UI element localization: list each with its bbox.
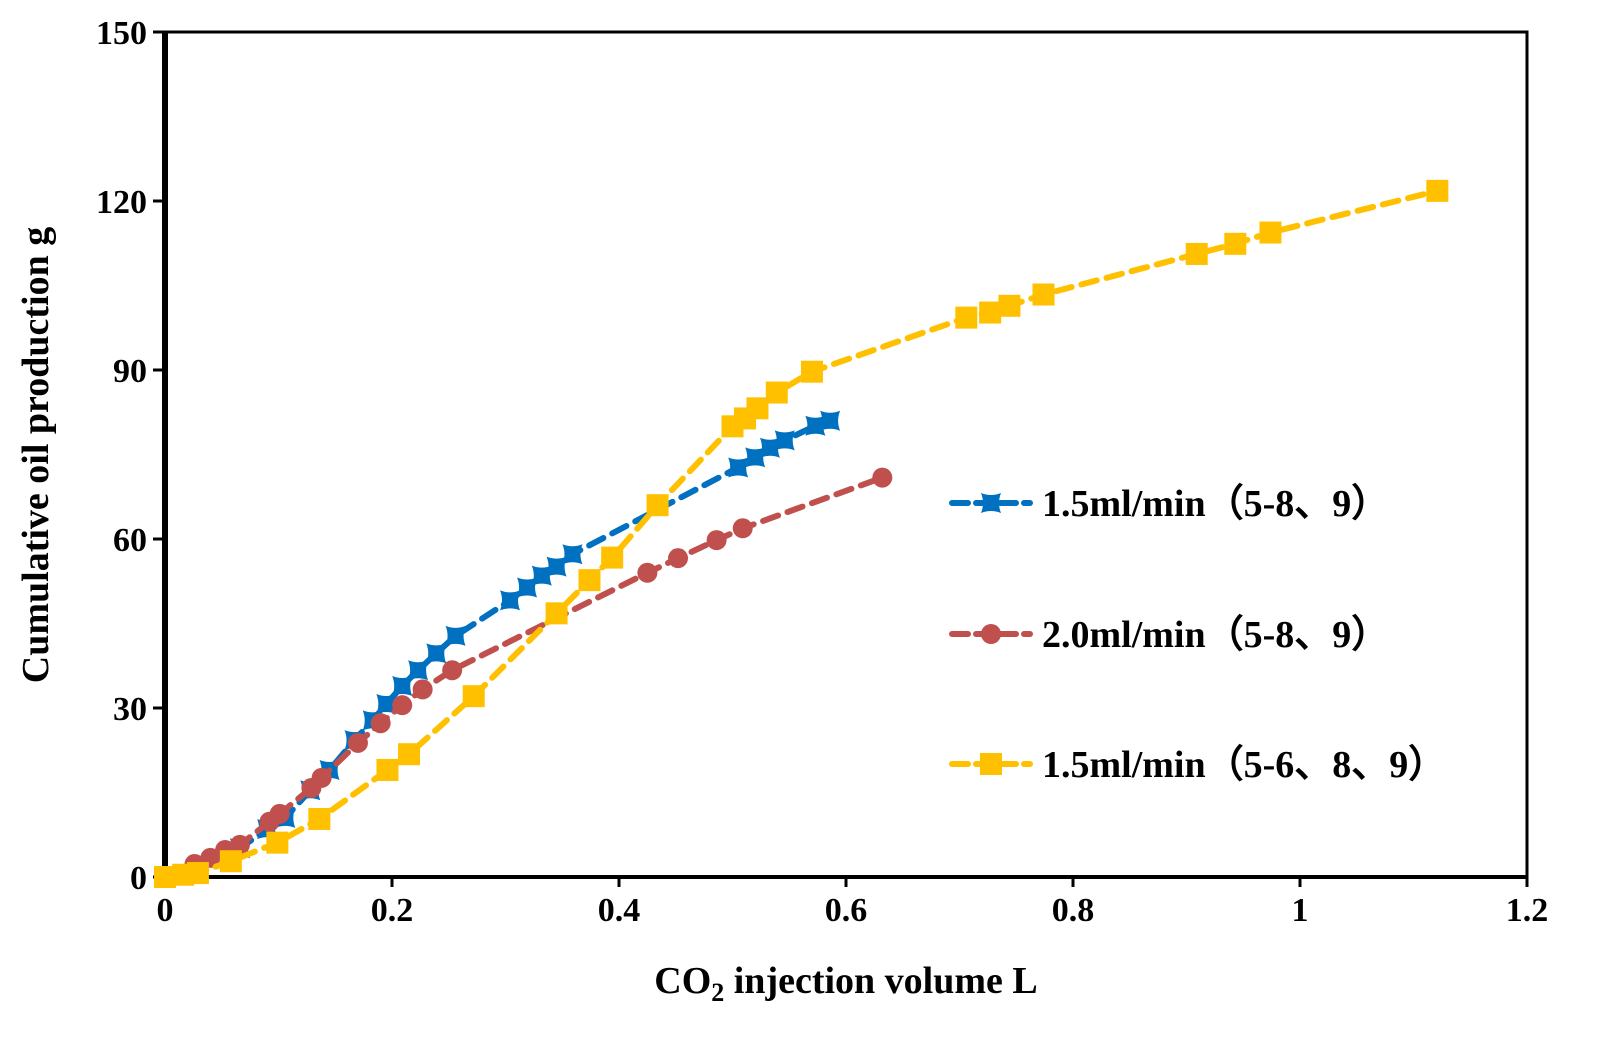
legend-item-1: 1.5ml/min（5-8、9）: [949, 483, 1389, 525]
series-3: [154, 179, 1449, 888]
data-point: [668, 548, 689, 569]
data-point: [805, 415, 826, 436]
data-point: [872, 467, 893, 488]
data-point: [765, 381, 788, 404]
x-axis-label-rest: injection volume L: [724, 960, 1037, 1002]
data-point: [186, 862, 209, 885]
x-tick-label: 1.2: [1506, 892, 1549, 929]
legend-label: 1.5ml/min（5-6、8、9）: [1042, 744, 1446, 786]
data-point: [728, 457, 749, 478]
data-point: [1259, 221, 1282, 244]
data-point: [800, 360, 823, 383]
legend-marker: [981, 624, 1001, 644]
data-point: [745, 447, 766, 468]
data-point: [398, 743, 421, 766]
data-point: [308, 807, 331, 830]
axes: 0 30 60 90 120 150 0 0.2 0.4 0.6 0.8 1 1.2: [96, 15, 1548, 929]
data-point: [732, 518, 753, 539]
data-point: [562, 544, 583, 565]
data-point: [820, 410, 841, 431]
data-point: [392, 676, 413, 697]
data-point: [531, 565, 552, 586]
data-point: [376, 758, 399, 781]
data-point: [311, 767, 332, 788]
series-2: [155, 467, 893, 887]
x-tick-label: 0.2: [371, 892, 414, 929]
data-point: [412, 679, 433, 700]
legend-item-2: 2.0ml/min（5-8、9）: [949, 614, 1389, 656]
data-point: [759, 437, 780, 458]
x-axis-label-sub: 2: [711, 978, 724, 1007]
x-tick-label: 0.6: [825, 892, 868, 929]
y-tick-label: 120: [96, 184, 147, 221]
y-tick-label: 60: [113, 522, 147, 559]
data-point: [637, 562, 658, 583]
data-point: [1224, 232, 1247, 255]
data-point: [347, 732, 368, 753]
y-tick-label: 90: [113, 353, 147, 390]
data-point: [601, 546, 624, 569]
data-point: [269, 803, 290, 824]
legend-item-3: 1.5ml/min（5-6、8、9）: [949, 744, 1446, 786]
data-point: [445, 625, 466, 646]
legend: 1.5ml/min（5-8、9） 2.0ml/min（5-8、9） 1.5ml/mi…: [949, 483, 1446, 786]
data-point: [442, 660, 463, 681]
data-point: [979, 301, 1002, 324]
data-point: [774, 430, 795, 451]
legend-marker: [980, 753, 1002, 775]
data-point: [370, 713, 391, 734]
x-tick-label: 1: [1292, 892, 1309, 929]
data-point: [392, 695, 413, 716]
data-point: [219, 850, 242, 873]
y-tick-label: 0: [130, 860, 147, 897]
data-point: [706, 530, 727, 551]
legend-label: 1.5ml/min（5-8、9）: [1042, 483, 1389, 525]
data-point: [546, 556, 567, 577]
y-tick-label: 30: [113, 691, 147, 728]
data-point: [578, 569, 601, 592]
data-point: [1426, 179, 1449, 202]
legend-label: 2.0ml/min（5-8、9）: [1042, 614, 1389, 656]
data-point: [646, 494, 669, 517]
data-point: [517, 577, 538, 598]
data-point: [408, 660, 429, 681]
data-point: [955, 306, 978, 329]
x-axis-label: CO2 injection volume L: [654, 960, 1037, 1007]
data-point: [500, 590, 521, 611]
x-tick-label: 0: [157, 892, 174, 929]
y-axis-label: Cumulative oil production g: [15, 227, 57, 683]
data-point: [426, 643, 447, 664]
series-layer: [154, 179, 1449, 888]
data-point: [746, 397, 769, 420]
data-point: [266, 831, 289, 854]
data-point: [1185, 242, 1208, 265]
legend-marker: [981, 493, 1001, 513]
data-point: [376, 694, 397, 715]
y-tick-label: 150: [96, 15, 147, 52]
x-tick-label: 0.4: [598, 892, 641, 929]
data-point: [154, 866, 176, 888]
data-point: [229, 834, 250, 855]
data-point: [462, 685, 485, 708]
data-point: [545, 602, 568, 625]
data-point: [1032, 283, 1055, 306]
data-point: [998, 294, 1021, 317]
x-axis-label-main: CO: [654, 960, 711, 1002]
x-tick-label: 0.8: [1052, 892, 1095, 929]
